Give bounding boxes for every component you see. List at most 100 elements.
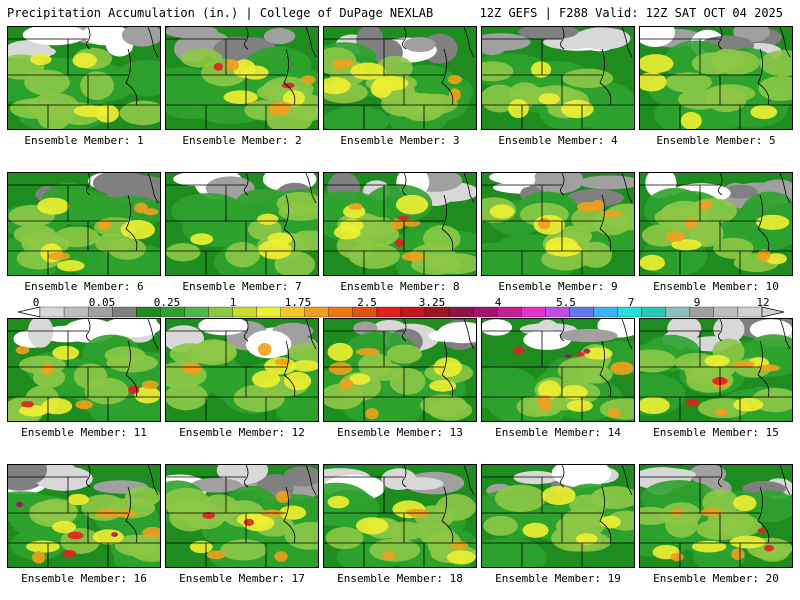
precip-contour [206,550,226,560]
precip-contour [447,550,476,565]
state-borders [324,173,476,275]
colorbar-tick-label: 1.75 [284,296,312,309]
ensemble-member-label: Ensemble Member: 5 [656,134,776,147]
precip-contour [665,230,686,242]
precip-contour [670,508,684,517]
precip-contour [671,239,702,251]
precip-contour [710,50,760,75]
precip-contour [757,364,781,372]
precipitation-map [8,465,160,567]
precip-contour [114,60,160,97]
precipitation-map [324,465,476,567]
precip-contour [111,532,118,537]
precip-contour [383,521,427,541]
precipitation-map [324,173,476,275]
precip-contour [324,383,364,410]
precip-contour [267,232,293,245]
precip-contour [569,494,608,516]
precip-contour [287,342,318,363]
precip-contour [243,518,255,527]
precip-contour [562,68,614,89]
precip-contour [369,538,421,562]
precip-contour [522,522,549,538]
precip-contour [601,210,623,218]
precip-contour [104,346,146,365]
colorbar-tick-label: 0 [32,296,40,309]
precip-contour [350,62,386,80]
precip-contour [698,199,713,211]
precip-contour [665,510,698,538]
colorbar-swatch [665,306,690,318]
precip-contour [327,342,354,362]
precip-contour [640,254,665,271]
precip-contour [494,484,546,512]
precip-contour [539,402,552,412]
precip-contour [274,358,291,366]
ensemble-member-label: Ensemble Member: 17 [179,572,305,585]
precip-contour [640,72,667,92]
precip-contour [450,541,469,550]
precip-contour [564,354,572,359]
precip-contour [406,508,424,516]
ensemble-member-map [639,26,793,130]
ensemble-member-label: Ensemble Member: 12 [179,426,305,439]
precip-contour [52,345,80,360]
ensemble-member-map [7,172,161,276]
state-borders [324,27,476,129]
precip-contour [327,495,350,509]
precip-contour [190,233,214,245]
precip-contour [640,396,670,414]
precip-contour [429,380,457,392]
dry-area [489,173,634,207]
ensemble-member-label: Ensemble Member: 20 [653,572,779,585]
precip-contour [355,517,389,535]
precip-contour [339,218,364,232]
precip-contour [365,408,379,420]
ensemble-member-map [639,318,793,422]
precip-contour [9,98,60,119]
model-run-info: 12Z GEFS | F288 Valid: 12Z SAT OCT 04 20… [479,6,783,20]
precip-contour [600,515,621,529]
colorbar-swatch [521,306,546,318]
precip-contour [691,540,727,553]
ensemble-member-label: Ensemble Member: 15 [653,426,779,439]
precip-contour [756,214,790,230]
precip-contour [700,508,723,517]
precip-contour [274,551,288,562]
precipitation-map [482,173,634,275]
precip-contour [113,509,137,518]
precip-contour [355,347,380,356]
colorbar-tick-label: 12 [756,296,770,309]
colorbar-tick-label: 9 [693,296,701,309]
precip-contour [758,75,792,101]
precip-contour [127,385,140,395]
precip-contour [166,487,210,516]
colorbar-tick-label: 0.05 [88,296,116,309]
precip-contour [386,344,423,364]
ensemble-member-map [165,318,319,422]
ensemble-member-label: Ensemble Member: 10 [653,280,779,293]
precip-contour [325,526,364,550]
precip-contour [575,533,598,545]
colorbar-tick-label: 1 [229,296,237,309]
precip-contour [733,397,764,412]
ensemble-member-map [481,172,635,276]
ensemble-member-label: Ensemble Member: 9 [498,280,618,293]
precip-contour [603,203,634,231]
precip-contour [729,535,766,549]
ensemble-member-map [481,26,635,130]
precip-contour [610,361,634,375]
precip-contour [373,75,409,91]
precip-contour [283,371,312,391]
precip-contour [433,357,462,378]
precipitation-map [482,465,634,567]
precip-contour [409,243,457,269]
ensemble-member-map [7,318,161,422]
precip-contour [757,528,766,534]
colorbar-swatch [641,306,666,318]
precip-contour [448,88,461,102]
precip-contour [252,370,281,388]
ensemble-member-map [639,172,793,276]
ensemble-member-map [323,464,477,568]
precip-contour [348,373,371,385]
